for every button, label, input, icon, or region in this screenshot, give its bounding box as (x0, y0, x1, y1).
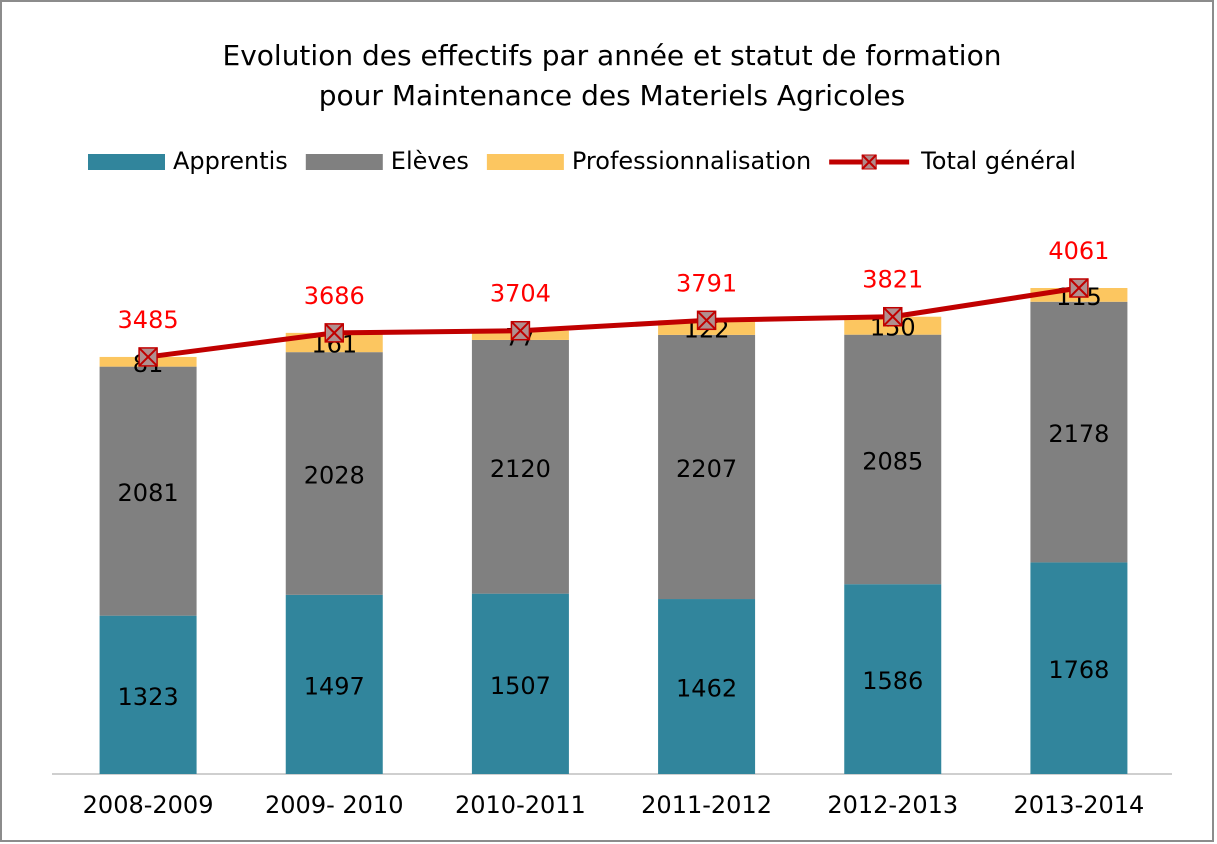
legend-label: Elèves (391, 147, 469, 175)
data-label: 2081 (118, 479, 179, 507)
legend-marker (861, 154, 877, 170)
bar-segment (99, 366, 197, 616)
legend-swatch (88, 154, 165, 170)
line-marker-cross (1069, 278, 1089, 298)
data-label: 1507 (490, 672, 551, 700)
x-tick-label: 2011-2012 (641, 791, 772, 819)
data-label: 2178 (1048, 420, 1109, 448)
line-marker-cross (883, 307, 903, 327)
data-label: 3686 (304, 282, 365, 310)
line-marker-cross (510, 321, 531, 341)
bar-segment (658, 334, 756, 600)
x-tick-label: 2013-2014 (1014, 791, 1145, 819)
legend-swatch (486, 154, 564, 170)
bar-segment (471, 593, 569, 774)
data-label: 2207 (676, 455, 737, 483)
bar-segment (658, 599, 756, 774)
bar-segment (844, 334, 942, 585)
data-label: 1497 (304, 672, 365, 700)
data-label: 1768 (1048, 656, 1109, 684)
x-tick-label: 2010-2011 (455, 791, 586, 819)
legend-label: Apprentis (173, 147, 288, 175)
line (147, 285, 1080, 360)
data-label: 1586 (862, 667, 923, 695)
line-marker-cross (696, 310, 717, 331)
data-label: 2028 (304, 461, 365, 489)
x-tick-label: 2009- 2010 (265, 791, 403, 819)
data-label: 1462 (676, 675, 737, 703)
data-label: 4061 (1048, 237, 1109, 265)
x-tick-label: 2008-2009 (83, 791, 214, 819)
bar-segment (285, 594, 383, 774)
data-label: 3821 (862, 266, 923, 294)
line-marker-cross (324, 323, 344, 343)
data-label: 2085 (862, 447, 923, 475)
data-label: 2120 (490, 455, 551, 483)
bar-segment (285, 352, 383, 595)
legend-swatch (305, 154, 383, 170)
bar-segment (471, 339, 569, 594)
x-tick-label: 2012-2013 (827, 791, 958, 819)
bar-segment (844, 584, 942, 774)
chart-title: pour Maintenance des Materiels Agricoles (319, 79, 905, 112)
legend-label: Professionnalisation (572, 147, 811, 175)
legend-label: Total général (920, 147, 1076, 175)
data-label: 1323 (118, 683, 179, 711)
data-label: 3485 (118, 306, 179, 334)
bar-segment (1030, 301, 1128, 563)
data-label: 3791 (676, 269, 737, 297)
bar-segment (99, 615, 197, 774)
chart-title: Evolution des effectifs par année et sta… (223, 39, 1002, 72)
data-label: 3704 (490, 280, 551, 308)
line-marker-cross (138, 347, 158, 367)
bar-segment (1030, 562, 1128, 774)
